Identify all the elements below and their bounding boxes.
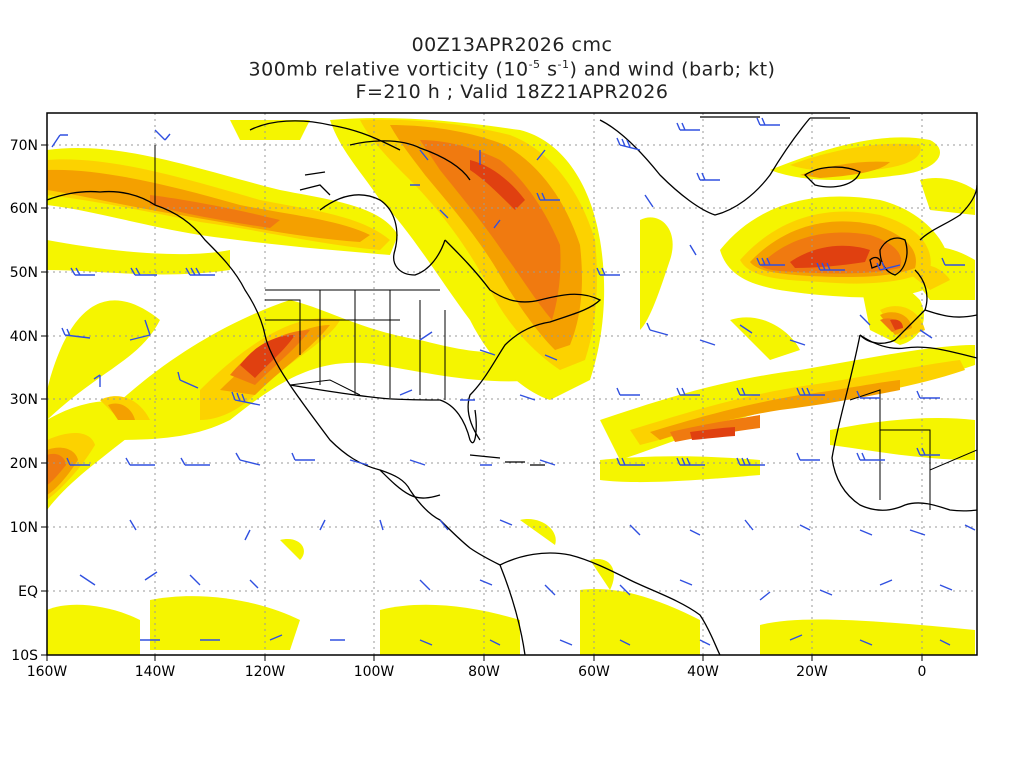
lat-label: 50N	[10, 265, 38, 281]
title-text: 300mb relative vorticity (10	[248, 58, 529, 81]
plot-frame	[46, 112, 978, 656]
lat-label: 60N	[10, 201, 38, 217]
chart-title-line1: 00Z13APR2026 cmc	[411, 34, 613, 56]
lat-label: 20N	[10, 456, 38, 472]
lon-label: 40W	[687, 664, 719, 680]
vorticity-max-shading	[240, 160, 903, 440]
lon-axis-labels: 160W 140W 120W 100W 80W 60W 40W 20W 0	[27, 664, 927, 680]
lat-label: 30N	[10, 392, 38, 408]
coastlines	[47, 116, 977, 655]
chart-title-line2: 300mb relative vorticity (10-5 s-1) and …	[0, 58, 1024, 80]
lat-label: 10S	[11, 648, 38, 664]
lon-label: 60W	[578, 664, 610, 680]
wind-barbs	[51, 117, 976, 646]
lat-label: 40N	[10, 329, 38, 345]
title-exp: -1	[557, 58, 570, 71]
lat-label: 10N	[10, 520, 38, 536]
chart-title-line3: F=210 h ; Valid 18Z21APR2026	[355, 81, 669, 103]
title-exp: -5	[528, 58, 541, 71]
lat-axis-labels: 10S EQ 10N 20N 30N 40N 50N 60N 70N	[10, 138, 38, 664]
vorticity-shading	[47, 118, 975, 655]
lon-label: 20W	[796, 664, 828, 680]
title-text: ) and wind (barb; kt)	[569, 58, 776, 81]
lon-label: 140W	[135, 664, 176, 680]
lon-label: 120W	[245, 664, 286, 680]
lon-label: 100W	[354, 664, 395, 680]
title-text: s	[540, 58, 558, 81]
lat-label: EQ	[18, 584, 38, 600]
lon-label: 0	[918, 664, 927, 680]
tick-marks	[41, 144, 923, 661]
lon-label: 160W	[27, 664, 68, 680]
lon-label: 80W	[468, 664, 500, 680]
lat-label: 70N	[10, 138, 38, 154]
political-borders	[154, 145, 977, 510]
